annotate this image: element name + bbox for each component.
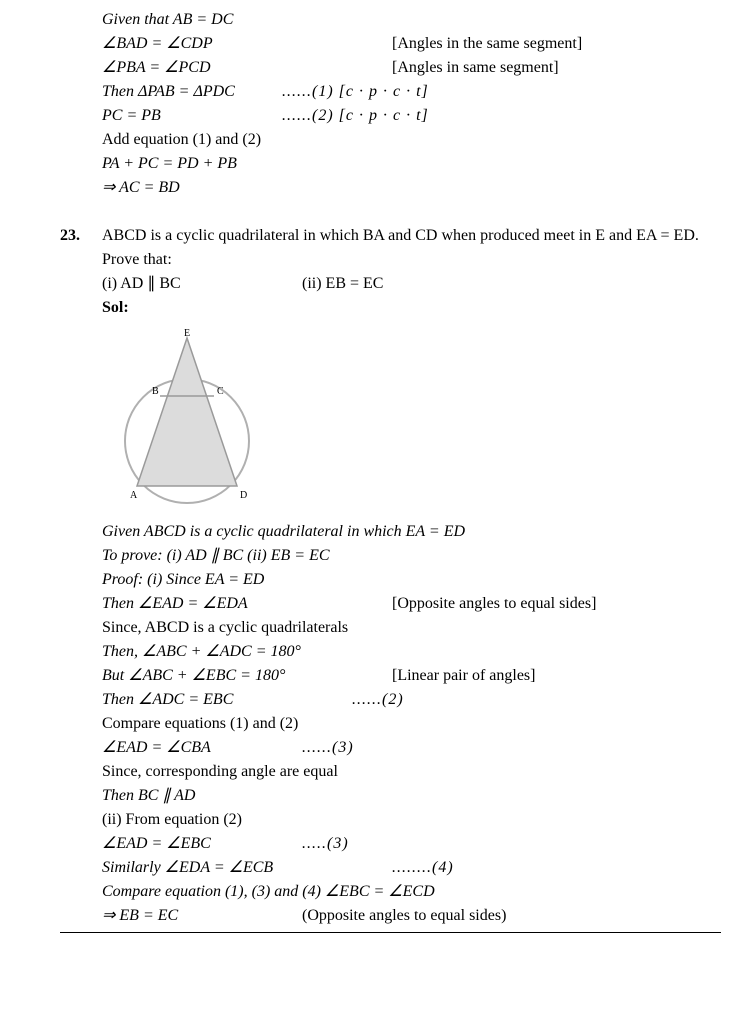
angle-ead-cba: ∠EAD = ∠CBA [102, 736, 302, 760]
angle-abc-adc: Then, ∠ABC + ∠ADC = 180° [102, 640, 301, 664]
eb-eq-ec: ⇒ EB = EC [102, 904, 302, 928]
proof-given: Given ABCD is a cyclic quadrilateral in … [102, 520, 465, 544]
ac-eq-bd: ⇒ AC = BD [102, 176, 180, 200]
eq2-cpct: ......(2) [c · p · c · t] [282, 104, 429, 128]
part-ii-start: (ii) From equation (2) [102, 808, 242, 832]
since-cyclic: Since, ABCD is a cyclic quadrilaterals [102, 616, 348, 640]
eq3-ref-2: .....(3) [302, 832, 349, 856]
triangle-ead [137, 338, 237, 486]
note-opp-angles: [Opposite angles to equal sides] [392, 592, 721, 616]
to-prove-ii: (ii) EB = EC [302, 272, 383, 296]
vertex-c: C [217, 386, 224, 397]
angle-eda-ecb: Similarly ∠EDA = ∠ECB [102, 856, 392, 880]
vertex-b: B [152, 386, 159, 397]
eq2-ref: ......(2) [352, 688, 404, 712]
vertex-e: E [184, 328, 190, 339]
figure-cyclic-quad: E B C A D [102, 326, 721, 514]
note-linear-pair: [Linear pair of angles] [392, 664, 721, 688]
proof-i-start: Proof: (i) Since EA = ED [102, 568, 264, 592]
note-opp-angles-2: (Opposite angles to equal sides) [302, 904, 506, 928]
compare-12: Compare equations (1) and (2) [102, 712, 298, 736]
angle-ead-ebc: ∠EAD = ∠EBC [102, 832, 302, 856]
to-prove-i: (i) AD ∥ BC [102, 272, 302, 296]
solution-label: Sol: [102, 296, 721, 320]
proof-toprove: To prove: (i) AD ∥ BC (ii) EB = EC [102, 544, 330, 568]
angle-abc-ebc: But ∠ABC + ∠EBC = 180° [102, 664, 392, 688]
bc-parallel-ad: Then BC ∥ AD [102, 784, 195, 808]
question-statement-1: ABCD is a cyclic quadrilateral in which … [102, 224, 721, 272]
angle-pba: ∠PBA = ∠PCD [102, 56, 392, 80]
corresponding-equal: Since, corresponding angle are equal [102, 760, 338, 784]
note-same-segment-1: [Angles in the same segment] [392, 32, 721, 56]
line-given: Given that AB = DC [102, 8, 233, 32]
angle-bad: ∠BAD = ∠CDP [102, 32, 392, 56]
pc-eq-pb: PC = PB [102, 104, 282, 128]
note-same-segment-2: [Angles in same segment] [392, 56, 721, 80]
pa-pc-sum: PA + PC = PD + PB [102, 152, 237, 176]
eq3-ref: ......(3) [302, 736, 354, 760]
bottom-rule [60, 932, 721, 933]
compare-134: Compare equation (1), (3) and (4) ∠EBC =… [102, 880, 435, 904]
angle-ead-eda: Then ∠EAD = ∠EDA [102, 592, 392, 616]
angle-adc-ebc: Then ∠ADC = EBC [102, 688, 352, 712]
eq4-ref: ........(4) [392, 856, 454, 880]
vertex-a: A [130, 490, 138, 501]
triangle-pab: Then ΔPAB = ΔPDC [102, 80, 282, 104]
eq1-cpct: ......(1) [c · p · c · t] [282, 80, 429, 104]
vertex-d: D [240, 490, 247, 501]
question-number: 23. [60, 224, 80, 248]
add-eq: Add equation (1) and (2) [102, 128, 261, 152]
